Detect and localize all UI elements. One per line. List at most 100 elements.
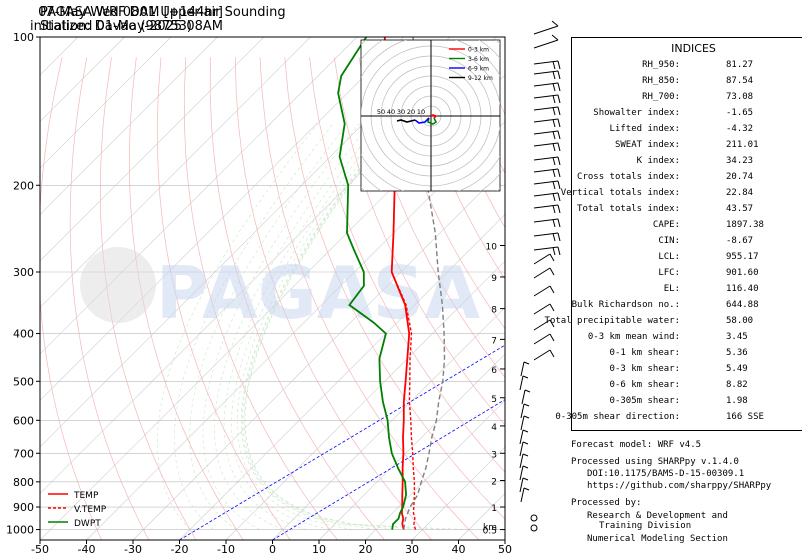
index-row: Total totals index: 43.57 bbox=[572, 204, 802, 220]
wind-barb bbox=[533, 218, 559, 223]
index-label: CAPE: bbox=[652, 220, 680, 230]
index-value: 116.40 bbox=[726, 284, 759, 294]
footer-info: Forecast model: WRF v4.5 Processed using… bbox=[571, 440, 771, 544]
wind-barb bbox=[549, 253, 555, 262]
wind-barb bbox=[533, 25, 559, 35]
index-label: RH_850: bbox=[642, 76, 680, 86]
index-row: LFC: 901.60 bbox=[572, 268, 802, 284]
index-label: K index: bbox=[636, 156, 680, 166]
wind-barb bbox=[523, 403, 530, 407]
index-value: 644.88 bbox=[726, 300, 759, 310]
isotherm-line bbox=[86, 121, 505, 540]
wind-barb bbox=[533, 319, 551, 331]
wind-barb bbox=[552, 95, 556, 104]
height-tick-label: 6 bbox=[491, 366, 497, 376]
wind-barb bbox=[533, 303, 551, 315]
hodograph-trace bbox=[430, 114, 438, 119]
index-row: Bulk Richardson no.: 644.88 bbox=[572, 300, 802, 316]
wind-barb bbox=[519, 429, 524, 445]
x-tick-label: 0 bbox=[269, 543, 276, 556]
x-tick-label: 50 bbox=[498, 543, 512, 556]
moist-adiabat bbox=[202, 123, 360, 530]
index-label: 0-3 km shear: bbox=[609, 364, 680, 374]
index-value: 5.49 bbox=[726, 364, 748, 374]
wind-barb bbox=[557, 156, 561, 166]
isotherm-line bbox=[179, 214, 505, 540]
wind-barb bbox=[521, 389, 526, 405]
index-label: LCL: bbox=[658, 252, 680, 262]
wind-barb bbox=[549, 303, 555, 312]
wind-barb bbox=[552, 143, 556, 152]
wind-barb bbox=[552, 247, 556, 256]
isotherm-line bbox=[40, 37, 79, 76]
processed-using: Processed using SHARPpy v.1.4.0 bbox=[571, 457, 739, 467]
x-tick-label: 40 bbox=[452, 543, 466, 556]
wind-barb bbox=[519, 465, 524, 481]
isotherm-line bbox=[40, 37, 172, 169]
height-tick-label: 2 bbox=[491, 477, 497, 487]
index-label: 0-305m shear: bbox=[609, 396, 680, 406]
wind-barb bbox=[557, 70, 561, 80]
calm-wind-marker bbox=[530, 514, 538, 522]
wind-barb bbox=[557, 192, 561, 202]
index-value: 8.82 bbox=[726, 380, 748, 390]
chart-header: PAGASA WRF D01 Upper-air Sounding Statio… bbox=[0, 0, 520, 36]
init-time: initialized 01-May-2025 08AM bbox=[29, 19, 223, 34]
wind-barb bbox=[533, 204, 559, 209]
moist-adiabat bbox=[157, 123, 318, 530]
dry-adiabat bbox=[333, 57, 505, 426]
dry-adiabat bbox=[309, 57, 505, 473]
wind-barb bbox=[522, 429, 529, 433]
wind-barb bbox=[552, 205, 556, 214]
forecast-model: Forecast model: WRF v4.5 bbox=[571, 440, 702, 450]
isotherm-line bbox=[40, 37, 311, 308]
doi-text: DOI:10.1175/BAMS-D-15-00309.1 bbox=[587, 469, 745, 479]
dry-adiabat bbox=[383, 57, 505, 330]
wind-barb bbox=[549, 319, 555, 328]
wind-barb bbox=[552, 119, 556, 128]
index-row: 0-1 km shear: 5.36 bbox=[572, 348, 802, 364]
index-value: 955.17 bbox=[726, 252, 759, 262]
wind-barb bbox=[552, 169, 556, 178]
height-unit-label: km bbox=[483, 523, 497, 533]
wind-barb bbox=[519, 453, 524, 469]
wind-barb bbox=[552, 107, 556, 116]
index-label: Total precipitable water: bbox=[544, 316, 680, 326]
wind-barb bbox=[533, 156, 559, 161]
index-label: Lifted index: bbox=[609, 124, 680, 134]
indices-title: INDICES bbox=[671, 42, 716, 55]
index-value: 81.27 bbox=[726, 60, 754, 70]
y-tick-label: 1000 bbox=[6, 524, 34, 537]
dry-adiabat bbox=[99, 57, 197, 540]
wind-barb bbox=[557, 232, 561, 242]
wind-barb bbox=[533, 253, 551, 265]
wind-barb bbox=[522, 441, 529, 445]
index-label: Total totals index: bbox=[577, 204, 680, 214]
wind-barb bbox=[549, 349, 555, 358]
hodograph bbox=[361, 40, 500, 191]
division-line2: Training Division bbox=[599, 521, 692, 531]
index-value: 58.00 bbox=[726, 316, 754, 326]
wind-barb bbox=[522, 375, 529, 379]
height-tick-label: 4 bbox=[491, 423, 497, 433]
height-tick-label: 9 bbox=[491, 274, 497, 284]
index-row: Lifted index: -4.32 bbox=[572, 124, 802, 140]
index-label: RH_950: bbox=[642, 60, 680, 70]
index-label: Showalter index: bbox=[593, 108, 680, 118]
hodograph-ring-label: 30 bbox=[397, 108, 405, 116]
wind-barb bbox=[557, 106, 561, 116]
isotherm-line bbox=[40, 37, 218, 215]
index-row: 0-305m shear: 1.98 bbox=[572, 396, 802, 412]
y-tick-label: 100 bbox=[13, 31, 34, 44]
index-row: 0-6 km shear: 8.82 bbox=[572, 380, 802, 396]
hodograph-trace bbox=[427, 117, 438, 125]
wind-barb bbox=[522, 453, 529, 457]
moist-adiabat bbox=[189, 123, 348, 530]
wind-barb bbox=[533, 267, 551, 279]
moist-adiabat bbox=[231, 123, 385, 530]
index-row: 0-3 km shear: 5.49 bbox=[572, 364, 802, 380]
index-value: -4.32 bbox=[726, 124, 754, 134]
index-label: 0-1 km shear: bbox=[609, 348, 680, 358]
isotherm-line bbox=[365, 400, 505, 540]
hodograph-trace bbox=[414, 117, 430, 124]
